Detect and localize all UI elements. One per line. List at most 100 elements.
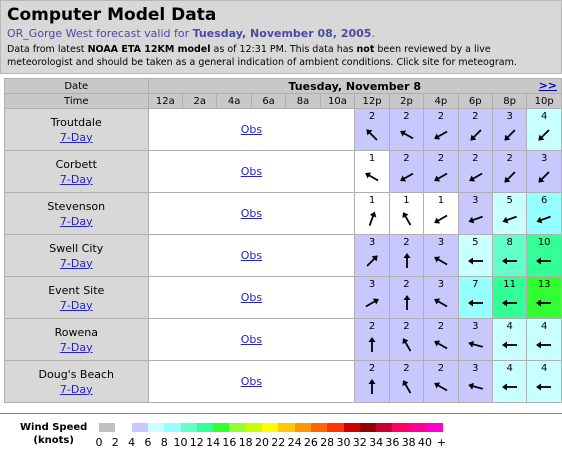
legend-swatch bbox=[115, 423, 134, 432]
region-link[interactable]: OR_Gorge West bbox=[7, 27, 93, 40]
wind-direction-arrow-icon bbox=[399, 172, 414, 182]
location-name[interactable]: Troutdale bbox=[50, 115, 102, 129]
wind-speed: 2 bbox=[368, 321, 376, 332]
legend-number: 28 bbox=[320, 436, 335, 449]
seven-day-link[interactable]: 7-Day bbox=[59, 382, 93, 396]
wind-speed: 2 bbox=[472, 153, 479, 164]
wind-cell: 2 bbox=[423, 360, 459, 403]
seven-day-link[interactable]: 7-Day bbox=[59, 298, 93, 312]
wind-speed: 3 bbox=[368, 237, 376, 248]
wind-speed: 2 bbox=[472, 111, 479, 122]
wind-cell: 2 bbox=[354, 360, 390, 403]
location-name[interactable]: Swell City bbox=[49, 241, 104, 255]
legend-number: 22 bbox=[271, 436, 286, 449]
wind-speed: 2 bbox=[506, 153, 513, 164]
location-cell: Troutdale 7-Day bbox=[4, 108, 149, 151]
hour-header: 4p bbox=[423, 93, 459, 109]
wind-direction-arrow-icon bbox=[434, 298, 448, 308]
legend-number: 34 bbox=[369, 436, 384, 449]
location-name[interactable]: Rowena bbox=[54, 325, 98, 339]
location-row: Doug's Beach 7-Day Obs 2 2 2 3 4 4 bbox=[4, 360, 562, 403]
location-cell: Stevenson 7-Day bbox=[4, 192, 149, 235]
wind-direction-arrow-icon bbox=[368, 211, 377, 226]
wind-direction-arrow-icon bbox=[468, 172, 483, 182]
legend-swatch bbox=[392, 423, 411, 432]
wind-cell: 1 bbox=[354, 192, 390, 235]
obs-link[interactable]: Obs bbox=[240, 123, 263, 136]
obs-link[interactable]: Obs bbox=[240, 207, 263, 220]
wind-cell: 3 bbox=[423, 234, 459, 277]
obs-link[interactable]: Obs bbox=[240, 165, 263, 178]
wind-direction-arrow-icon bbox=[403, 253, 411, 268]
obs-link[interactable]: Obs bbox=[240, 249, 263, 262]
wind-cell: 3 bbox=[354, 276, 390, 319]
wind-speed: 5 bbox=[506, 195, 513, 206]
wind-speed: 13 bbox=[537, 279, 551, 290]
obs-link[interactable]: Obs bbox=[240, 333, 263, 346]
seven-day-link[interactable]: 7-Day bbox=[59, 214, 93, 228]
legend-swatch bbox=[99, 423, 117, 432]
wind-direction-arrow-icon bbox=[365, 298, 380, 308]
legend-number: 12 bbox=[189, 436, 204, 449]
legend-number: 0 bbox=[95, 436, 103, 449]
wind-speed: 3 bbox=[540, 153, 548, 164]
wind-direction-arrow-icon bbox=[467, 299, 483, 307]
obs-link[interactable]: Obs bbox=[240, 291, 263, 304]
wind-direction-arrow-icon bbox=[467, 382, 483, 390]
desc-part-1: Data from latest bbox=[7, 44, 88, 55]
legend-number: 26 bbox=[303, 436, 318, 449]
wind-speed: 2 bbox=[437, 111, 445, 122]
location-row: Troutdale 7-Day Obs 2 2 2 2 3 4 bbox=[4, 108, 562, 151]
wind-speed: 6 bbox=[540, 195, 548, 206]
wind-direction-arrow-icon bbox=[366, 129, 378, 141]
location-cell: Rowena 7-Day bbox=[4, 318, 149, 361]
wind-cell: 5 bbox=[491, 192, 528, 235]
legend-swatch bbox=[229, 423, 248, 432]
wind-cell: 2 bbox=[457, 150, 493, 193]
legend-number: 6 bbox=[144, 436, 152, 449]
wind-direction-arrow-icon bbox=[536, 257, 552, 265]
seven-day-link[interactable]: 7-Day bbox=[59, 340, 93, 354]
wind-cell: 2 bbox=[388, 318, 425, 361]
valid-prefix: forecast valid for bbox=[92, 27, 193, 40]
wind-direction-arrow-icon bbox=[434, 256, 448, 266]
wind-speed: 2 bbox=[403, 363, 410, 374]
legend-number: 30 bbox=[336, 436, 351, 449]
hour-header: 8a bbox=[285, 93, 321, 109]
legend-swatch bbox=[408, 423, 427, 432]
forecast-table: Date Tuesday, November 8 >> Time 12a 2a 4a 6a 8a… bbox=[4, 78, 562, 403]
location-row: Event Site 7-Day Obs 3 2 3 7 11 13 bbox=[4, 276, 562, 319]
wind-cell: 2 bbox=[388, 150, 425, 193]
location-name[interactable]: Event Site bbox=[48, 283, 105, 297]
wind-cell: 2 bbox=[423, 108, 459, 151]
obs-link[interactable]: Obs bbox=[240, 375, 263, 388]
wind-direction-arrow-icon bbox=[536, 299, 552, 307]
seven-day-link[interactable]: 7-Day bbox=[59, 256, 93, 270]
wind-cell: 3 bbox=[457, 318, 493, 361]
wind-cell: 3 bbox=[526, 150, 562, 193]
wind-speed: 1 bbox=[403, 195, 410, 206]
wind-direction-arrow-icon bbox=[536, 383, 552, 391]
legend-swatch bbox=[262, 423, 280, 432]
page-header: Computer Model Data OR_Gorge West foreca… bbox=[0, 0, 562, 74]
wind-direction-arrow-icon bbox=[501, 341, 517, 349]
next-day-link[interactable]: >> bbox=[538, 79, 557, 92]
wind-direction-arrow-icon bbox=[538, 129, 550, 141]
wind-speed: 8 bbox=[506, 237, 513, 248]
location-name[interactable]: Stevenson bbox=[47, 199, 106, 213]
hour-header: 2p bbox=[388, 93, 425, 109]
day-label: Tuesday, November 8 bbox=[288, 79, 422, 93]
wind-speed: 2 bbox=[403, 279, 410, 290]
seven-day-link[interactable]: 7-Day bbox=[59, 172, 93, 186]
hour-header: 6p bbox=[457, 93, 493, 109]
hour-header: 12a bbox=[147, 93, 184, 109]
desc-not: not bbox=[356, 44, 375, 55]
wind-speed: 1 bbox=[368, 195, 376, 206]
wind-speed: 1 bbox=[368, 153, 376, 164]
seven-day-link[interactable]: 7-Day bbox=[59, 130, 93, 144]
wind-speed: 4 bbox=[540, 321, 548, 332]
legend-number: 2 bbox=[111, 436, 119, 449]
wind-cell: 2 bbox=[388, 234, 425, 277]
location-name[interactable]: Corbett bbox=[55, 157, 97, 171]
location-name[interactable]: Doug's Beach bbox=[38, 367, 114, 381]
